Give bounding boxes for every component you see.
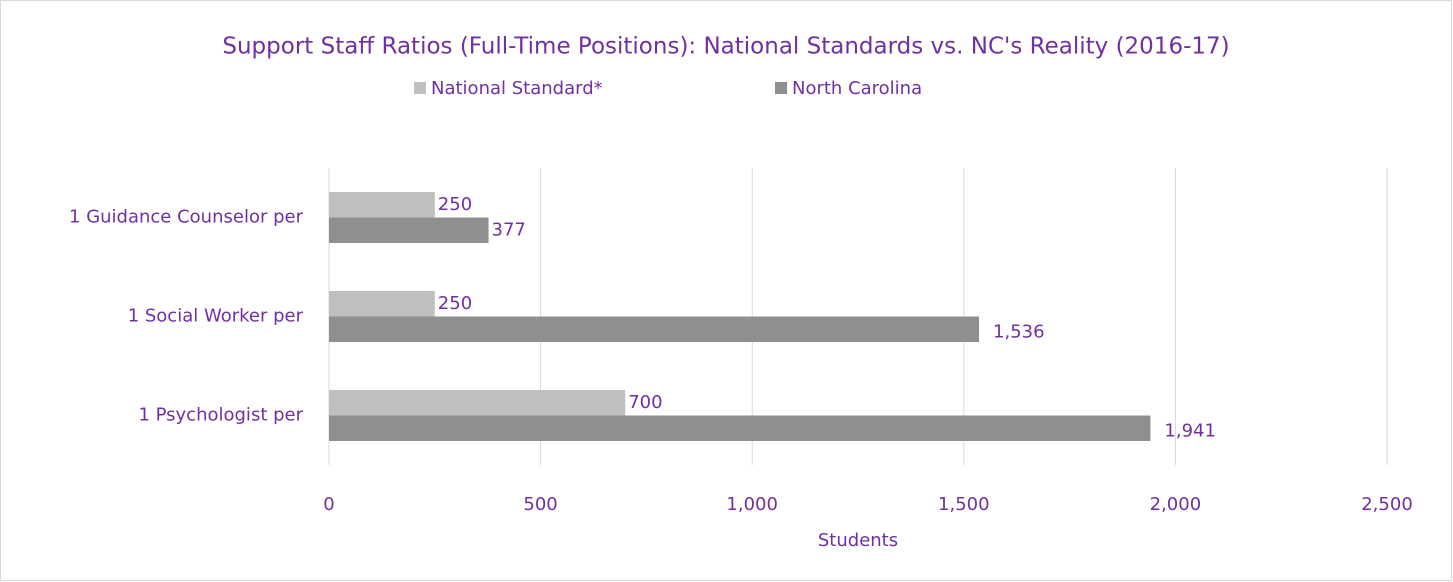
x-tick-label: 2,500 (1361, 494, 1413, 515)
y-tick-label: 1 Social Worker per (128, 306, 304, 327)
y-tick-label: 1 Psychologist per (138, 405, 303, 426)
chart-title: Support Staff Ratios (Full-Time Position… (222, 34, 1229, 60)
legend-swatch (414, 82, 426, 94)
x-tick-label: 1,500 (938, 494, 990, 515)
bar (329, 415, 1151, 441)
legend-swatch (775, 82, 787, 94)
x-axis-title: Students (818, 530, 898, 551)
x-tick-label: 1,000 (726, 494, 778, 515)
legend-label: National Standard* (431, 78, 603, 99)
y-tick-label: 1 Guidance Counselor per (69, 207, 304, 228)
data-label: 1,536 (993, 321, 1045, 342)
data-label: 700 (628, 392, 662, 413)
bar (329, 390, 626, 416)
bar (329, 291, 435, 317)
bar (329, 192, 435, 218)
x-tick-label: 0 (323, 494, 334, 515)
legend-label: North Carolina (792, 78, 922, 99)
x-tick-label: 2,000 (1150, 494, 1202, 515)
data-label: 1,941 (1164, 420, 1216, 441)
bar (329, 217, 489, 243)
data-label: 250 (438, 194, 472, 215)
data-label: 250 (438, 293, 472, 314)
bar (329, 316, 980, 342)
data-label: 377 (492, 219, 526, 240)
x-tick-label: 500 (523, 494, 557, 515)
